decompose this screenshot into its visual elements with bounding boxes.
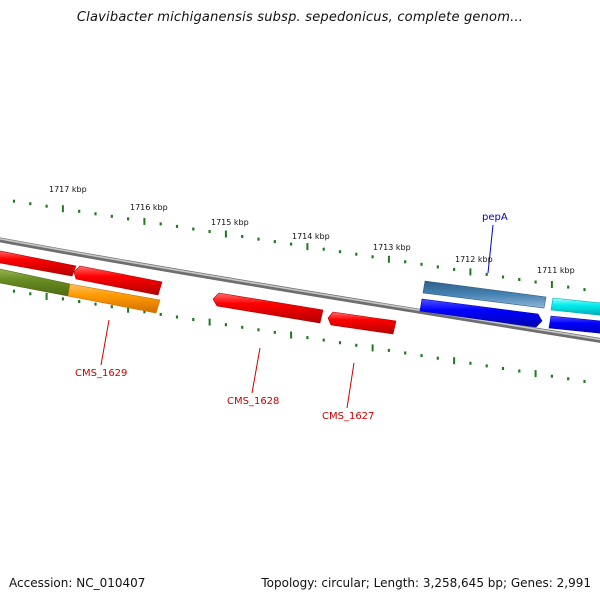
kbp-label-1717: 1717 kbp: [49, 185, 87, 194]
leader-line-cms-1629: [100, 319, 110, 366]
gene-arrow-red-left-2[interactable]: [73, 265, 163, 296]
kbp-labels: 1717 kbp 1716 kbp 1715 kbp 1714 kbp 1713…: [49, 185, 575, 275]
gene-arrow-blue[interactable]: [419, 298, 543, 328]
gene-arrow-cms-1629[interactable]: [67, 283, 161, 314]
gene-arrow-pepa[interactable]: [422, 280, 547, 309]
gene-label-cms-1629[interactable]: CMS_1629: [75, 368, 127, 379]
gene-label-pepa[interactable]: pepA: [482, 212, 508, 223]
topology-summary: Topology: circular; Length: 3,258,645 bp…: [261, 576, 591, 590]
kbp-label-1715: 1715 kbp: [211, 218, 249, 227]
kbp-label-1712: 1712 kbp: [455, 255, 493, 264]
genome-backbone: [0, 237, 600, 343]
ruler-ticks-top: [12, 199, 586, 292]
gene-arrow-cms-1628[interactable]: [212, 292, 324, 324]
leader-line-pepa: [487, 224, 494, 274]
gene-label-cms-1628[interactable]: CMS_1628: [227, 396, 279, 407]
kbp-label-1716: 1716 kbp: [130, 203, 168, 212]
gene-arrow-cms-1627[interactable]: [327, 311, 397, 335]
gene-arrow-blue-right[interactable]: [548, 315, 600, 334]
accession-text: Accession: NC_010407: [9, 576, 146, 590]
kbp-label-1711: 1711 kbp: [537, 266, 575, 275]
kbp-label-1714: 1714 kbp: [292, 232, 330, 241]
kbp-label-1713: 1713 kbp: [373, 243, 411, 252]
gene-labels: pepA CMS_1629 CMS_1628 CMS_1627: [75, 212, 508, 422]
forward-strand-features: [0, 250, 600, 316]
leader-line-cms-1628: [251, 347, 261, 394]
gene-arrow-cyan[interactable]: [550, 297, 600, 316]
reverse-strand-features: [0, 268, 600, 335]
map-title: Clavibacter michiganensis subsp. sepedon…: [76, 10, 524, 25]
gene-label-cms-1627[interactable]: CMS_1627: [322, 411, 374, 422]
leader-line-cms-1627: [346, 362, 355, 409]
gene-arrow-red-left-1[interactable]: [0, 250, 77, 277]
